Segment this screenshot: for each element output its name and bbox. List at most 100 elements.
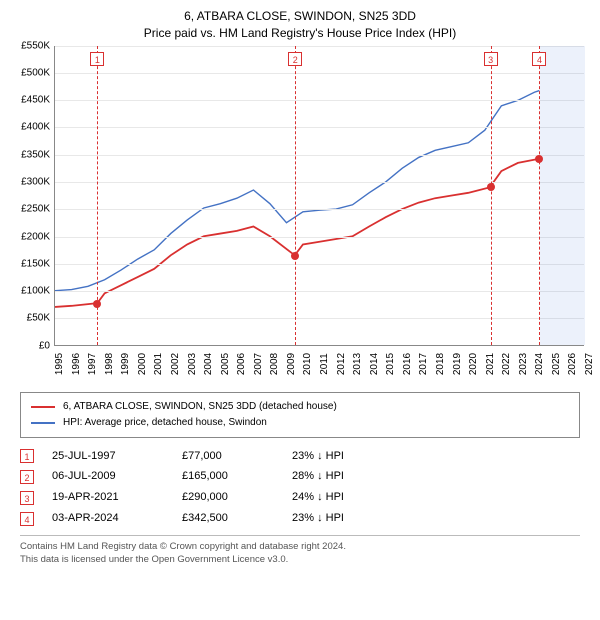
y-tick-label: £0 <box>39 340 50 351</box>
sales-price: £342,500 <box>182 508 292 529</box>
sale-dot <box>93 300 101 308</box>
sales-delta: 23% ↓ HPI <box>292 446 580 467</box>
y-tick-label: £550K <box>21 40 50 51</box>
footer-attribution: Contains HM Land Registry data © Crown c… <box>20 535 580 567</box>
gridline <box>55 318 584 319</box>
y-tick-label: £450K <box>21 95 50 106</box>
chart-title: 6, ATBARA CLOSE, SWINDON, SN25 3DD Price… <box>10 8 590 42</box>
x-tick-label: 2026 <box>567 352 578 374</box>
y-tick-label: £200K <box>21 231 50 242</box>
x-tick-label: 2019 <box>452 352 463 374</box>
x-tick-label: 1999 <box>120 352 131 374</box>
gridline <box>55 155 584 156</box>
title-line-1: 6, ATBARA CLOSE, SWINDON, SN25 3DD <box>10 8 590 25</box>
x-tick-label: 2012 <box>336 352 347 374</box>
x-tick-label: 2022 <box>501 352 512 374</box>
x-tick-label: 2017 <box>418 352 429 374</box>
x-tick-label: 2014 <box>369 352 380 374</box>
sale-marker-label: 4 <box>532 52 546 66</box>
legend-row: HPI: Average price, detached house, Swin… <box>31 415 569 431</box>
x-tick-label: 2020 <box>468 352 479 374</box>
x-tick-label: 2021 <box>485 352 496 374</box>
x-tick-label: 2027 <box>584 352 595 374</box>
legend-swatch <box>31 406 55 408</box>
sales-row: 125-JUL-1997£77,00023% ↓ HPI <box>20 446 580 467</box>
sales-date: 19-APR-2021 <box>52 487 182 508</box>
y-tick-label: £150K <box>21 258 50 269</box>
x-tick-label: 2000 <box>137 352 148 374</box>
sale-marker-label: 3 <box>484 52 498 66</box>
x-tick-label: 2005 <box>220 352 231 374</box>
sales-price: £165,000 <box>182 466 292 487</box>
x-tick-label: 2013 <box>352 352 363 374</box>
sale-marker-label: 2 <box>288 52 302 66</box>
x-tick-label: 2009 <box>286 352 297 374</box>
x-tick-label: 2008 <box>269 352 280 374</box>
x-tick-label: 2023 <box>518 352 529 374</box>
gridline <box>55 73 584 74</box>
sales-date: 25-JUL-1997 <box>52 446 182 467</box>
sales-date: 03-APR-2024 <box>52 508 182 529</box>
sales-row: 319-APR-2021£290,00024% ↓ HPI <box>20 487 580 508</box>
footer-line-2: This data is licensed under the Open Gov… <box>20 553 580 566</box>
legend-label: HPI: Average price, detached house, Swin… <box>63 415 267 431</box>
sales-delta: 28% ↓ HPI <box>292 466 580 487</box>
x-tick-label: 2010 <box>302 352 313 374</box>
y-tick-label: £350K <box>21 149 50 160</box>
sale-marker-line <box>491 46 492 345</box>
gridline <box>55 291 584 292</box>
sales-badge: 4 <box>20 512 34 526</box>
x-tick-label: 2015 <box>385 352 396 374</box>
sales-badge: 2 <box>20 470 34 484</box>
sale-marker-line <box>295 46 296 345</box>
sale-dot <box>291 252 299 260</box>
x-tick-label: 2001 <box>153 352 164 374</box>
sale-marker-line <box>539 46 540 345</box>
title-line-2: Price paid vs. HM Land Registry's House … <box>10 25 590 42</box>
legend: 6, ATBARA CLOSE, SWINDON, SN25 3DD (deta… <box>20 392 580 438</box>
x-tick-label: 2018 <box>435 352 446 374</box>
sale-dot <box>535 155 543 163</box>
x-tick-label: 1998 <box>104 352 115 374</box>
x-tick-label: 2004 <box>203 352 214 374</box>
x-axis: 1995 1996 1997 1998 1999 2000 2001 2002 2003 2004… <box>54 346 584 386</box>
sales-row: 2 06-JUL-2009£165,00028% ↓ HPI <box>20 466 580 487</box>
x-tick-label: 2007 <box>253 352 264 374</box>
series-hpi <box>55 90 539 290</box>
y-tick-label: £400K <box>21 122 50 133</box>
forecast-shade <box>540 46 585 345</box>
sales-price: £290,000 <box>182 487 292 508</box>
plot-area: 1234 <box>54 46 584 346</box>
gridline <box>55 46 584 47</box>
y-tick-label: £500K <box>21 67 50 78</box>
y-tick-label: £250K <box>21 204 50 215</box>
gridline <box>55 264 584 265</box>
gridline <box>55 100 584 101</box>
x-tick-label: 1996 <box>71 352 82 374</box>
x-tick-label: 2025 <box>551 352 562 374</box>
gridline <box>55 127 584 128</box>
footer-line-1: Contains HM Land Registry data © Crown c… <box>20 540 580 553</box>
x-tick-label: 1997 <box>87 352 98 374</box>
x-tick-label: 2024 <box>534 352 545 374</box>
x-tick-label: 2002 <box>170 352 181 374</box>
sales-badge: 3 <box>20 491 34 505</box>
gridline <box>55 182 584 183</box>
gridline <box>55 237 584 238</box>
y-tick-label: £100K <box>21 286 50 297</box>
y-tick-label: £300K <box>21 176 50 187</box>
x-tick-label: 2006 <box>236 352 247 374</box>
sale-dot <box>487 183 495 191</box>
x-tick-label: 2011 <box>319 353 330 375</box>
x-tick-label: 2016 <box>402 352 413 374</box>
sales-badge: 1 <box>20 449 34 463</box>
y-axis: £0£50K£100K£150K£200K£250K£300K£350K£400… <box>10 46 54 346</box>
legend-label: 6, ATBARA CLOSE, SWINDON, SN25 3DD (deta… <box>63 399 337 415</box>
sales-table: 125-JUL-1997£77,00023% ↓ HPI206-JUL-2009… <box>20 446 580 530</box>
gridline <box>55 209 584 210</box>
legend-row: 6, ATBARA CLOSE, SWINDON, SN25 3DD (deta… <box>31 399 569 415</box>
sales-delta: 23% ↓ HPI <box>292 508 580 529</box>
x-tick-label: 2003 <box>187 352 198 374</box>
x-tick-label: 1995 <box>54 352 65 374</box>
sales-date: 06-JUL-2009 <box>52 466 182 487</box>
